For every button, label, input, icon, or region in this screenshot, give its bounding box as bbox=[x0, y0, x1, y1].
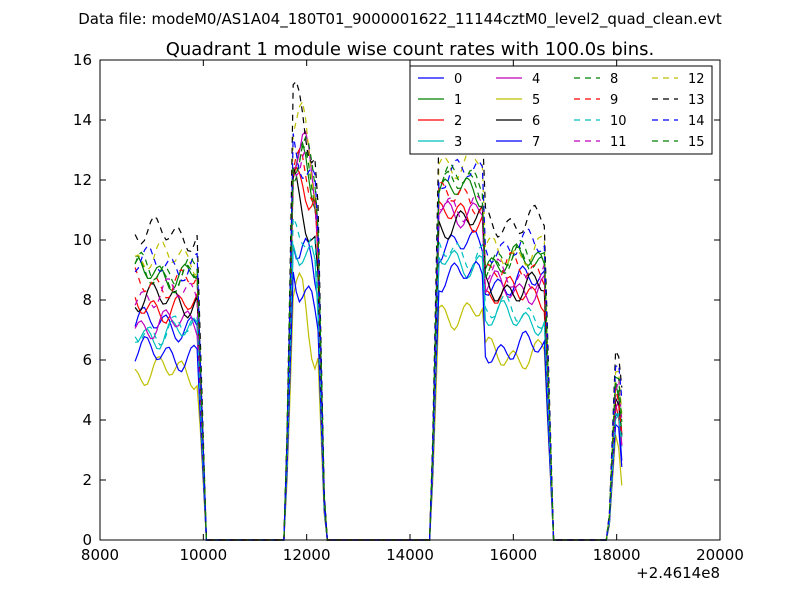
legend-label-11: 11 bbox=[610, 135, 627, 150]
x-tick-label: 20000 bbox=[696, 546, 744, 564]
legend-label-12: 12 bbox=[688, 72, 705, 87]
y-tick-label: 2 bbox=[82, 471, 92, 489]
legend-label-14: 14 bbox=[688, 114, 705, 129]
legend-label-5: 5 bbox=[532, 93, 540, 108]
x-offset-label: +2.4614e8 bbox=[636, 564, 720, 582]
x-tick-label: 8000 bbox=[81, 546, 119, 564]
legend-label-6: 6 bbox=[532, 114, 540, 129]
chart-title: Quadrant 1 module wise count rates with … bbox=[166, 39, 655, 60]
legend-label-3: 3 bbox=[454, 135, 462, 150]
y-tick-label: 16 bbox=[73, 51, 92, 69]
y-tick-label: 8 bbox=[82, 291, 92, 309]
legend-label-1: 1 bbox=[454, 93, 462, 108]
legend-label-0: 0 bbox=[454, 72, 462, 87]
y-tick-label: 4 bbox=[82, 411, 92, 429]
x-axis: 8000 10000 12000 14000 16000 18000 20000 bbox=[81, 60, 744, 564]
x-tick-label: 16000 bbox=[489, 546, 537, 564]
legend-label-13: 13 bbox=[688, 93, 705, 108]
x-tick-label: 18000 bbox=[593, 546, 641, 564]
figure-suptitle: Data file: modeM0/AS1A04_180T01_90000016… bbox=[78, 10, 722, 29]
y-tick-label: 10 bbox=[73, 231, 92, 249]
y-tick-label: 6 bbox=[82, 351, 92, 369]
legend-label-15: 15 bbox=[688, 135, 705, 150]
legend-label-10: 10 bbox=[610, 114, 627, 129]
x-tick-label: 12000 bbox=[283, 546, 331, 564]
y-tick-label: 14 bbox=[73, 111, 92, 129]
y-tick-label: 12 bbox=[73, 171, 92, 189]
legend-box bbox=[409, 65, 713, 155]
legend-label-7: 7 bbox=[532, 135, 540, 150]
y-tick-label: 0 bbox=[82, 531, 92, 549]
x-tick-label: 10000 bbox=[179, 546, 227, 564]
legend-label-8: 8 bbox=[610, 72, 618, 87]
legend-label-2: 2 bbox=[454, 114, 462, 129]
legend-label-4: 4 bbox=[532, 72, 540, 87]
x-tick-label: 14000 bbox=[386, 546, 434, 564]
legend-label-9: 9 bbox=[610, 93, 618, 108]
